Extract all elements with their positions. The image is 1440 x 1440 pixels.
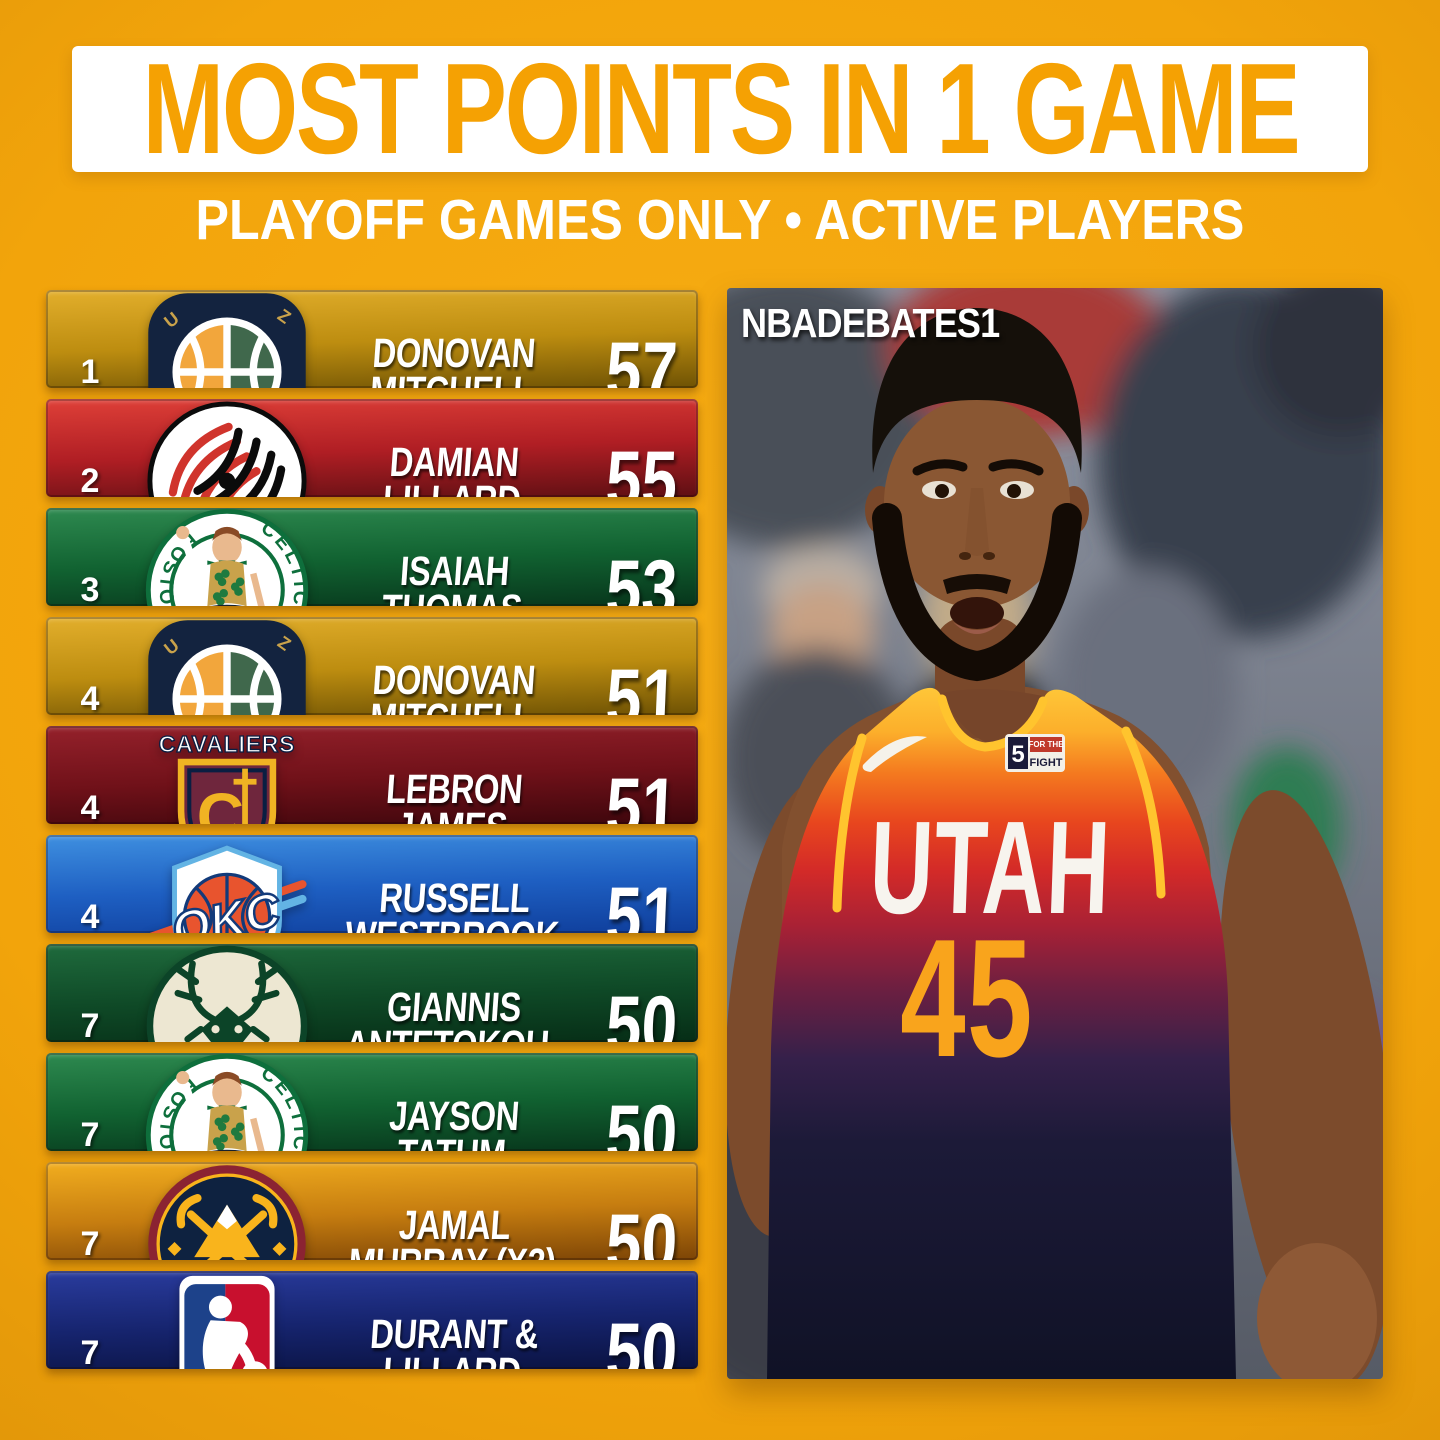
player-figure: 5 FOR THE FIGHT UTAH 45: [727, 308, 1383, 1379]
points-value: 50: [604, 1307, 680, 1369]
ranking-row: 7 JAMALMURRAY (X2) 50: [46, 1162, 698, 1260]
points-value: 50: [604, 980, 680, 1042]
rank-number: 7: [80, 1224, 100, 1261]
nike-swoosh-icon: [862, 736, 927, 772]
ranking-row: 4 CAVALIERS C LEBRONJAMES 51: [46, 726, 698, 824]
player-name: RUSSELLWESTBROOK: [343, 874, 559, 933]
ranking-row: 7 DURANT &LILLARD 50: [46, 1271, 698, 1369]
svg-text:C: C: [197, 780, 244, 824]
ranking-list: 1 UZBALL DONOVANMITCHELL 57 2 DAMIANLILL…: [46, 290, 698, 1380]
rank-number: 7: [80, 1115, 100, 1152]
rank-number: 7: [80, 1006, 100, 1043]
patch-number: 5: [1011, 741, 1024, 768]
svg-text:CAVALIERS: CAVALIERS: [159, 731, 296, 757]
page-title: MOST POINTS IN 1 GAME: [142, 36, 1300, 181]
points-value: 53: [604, 544, 680, 606]
utah-jazz-logo-icon: UZBALL: [145, 617, 309, 715]
watermark-text: NBADEBATES1: [741, 300, 1000, 346]
player-hand: [1257, 1243, 1377, 1379]
rank-number: 4: [80, 679, 100, 716]
rank-number: 7: [80, 1333, 100, 1370]
ranking-row: 7 BOSTONCELTICS JAYSONTATUM 50: [46, 1053, 698, 1151]
player-beard: [872, 503, 1082, 682]
boston-celtics-logo-icon: BOSTONCELTICS: [145, 1053, 309, 1151]
rank-number: 2: [80, 461, 100, 498]
player-hair: [872, 308, 1082, 473]
ranking-row: 7 GIANNISANTETOKOU. 50: [46, 944, 698, 1042]
denver-nuggets-logo-icon: [145, 1162, 309, 1260]
player-name: DONOVANMITCHELL: [369, 329, 538, 388]
page-subtitle: PLAYOFF GAMES ONLY • ACTIVE PLAYERS: [0, 192, 1440, 249]
player-photo: 5 FOR THE FIGHT UTAH 45: [727, 288, 1383, 1379]
jersey-team-text: UTAH: [868, 794, 1114, 941]
points-value: 50: [604, 1089, 680, 1151]
points-value: 51: [604, 871, 680, 933]
ranking-row: 4 OKC RUSSELLWESTBROOK 51: [46, 835, 698, 933]
player-chest: [942, 689, 1043, 743]
oklahoma-city-thunder-logo-icon: OKC: [145, 835, 309, 933]
jersey-trim: [832, 694, 1166, 913]
milwaukee-bucks-logo-icon: [145, 944, 309, 1042]
nba-logo-icon: [145, 1271, 309, 1369]
patch-line2: FIGHT: [1030, 757, 1063, 769]
player-head: [865, 308, 1089, 682]
rank-number: 1: [80, 352, 100, 389]
points-value: 50: [604, 1198, 680, 1260]
player-right-arm: [1219, 790, 1383, 1379]
cleveland-cavaliers-logo-icon: CAVALIERS C: [145, 726, 309, 824]
player-name: JAMALMURRAY (X2): [347, 1201, 557, 1260]
ranking-row: 1 UZBALL DONOVANMITCHELL 57: [46, 290, 698, 388]
points-value: 51: [604, 762, 680, 824]
player-name: DONOVANMITCHELL: [369, 656, 538, 715]
boston-celtics-logo-icon: BOSTONCELTICS: [145, 508, 309, 606]
portland-trail-blazers-logo-icon: [145, 399, 309, 497]
ranking-row: 2 DAMIANLILLARD 55: [46, 399, 698, 497]
utah-jazz-logo-icon: UZBALL: [145, 290, 309, 388]
points-value: 51: [604, 653, 680, 715]
sponsor-patch: 5 FOR THE FIGHT: [1005, 734, 1065, 772]
player-photo-scene: 5 FOR THE FIGHT UTAH 45: [727, 288, 1383, 1379]
points-value: 57: [604, 326, 680, 388]
player-name: JAYSONTATUM: [387, 1092, 521, 1151]
ranking-row: 4 UZBALL DONOVANMITCHELL 51: [46, 617, 698, 715]
rank-number: 3: [80, 570, 100, 607]
patch-line1: FOR THE: [1028, 740, 1064, 749]
jersey: [767, 687, 1236, 1379]
title-banner: MOST POINTS IN 1 GAME: [72, 36, 1368, 181]
player-name: DURANT &LILLARD: [368, 1310, 540, 1369]
rank-number: 4: [80, 897, 100, 934]
points-value: 55: [604, 435, 680, 497]
player-name: LEBRONJAMES: [384, 765, 524, 824]
page-subtitle-text: PLAYOFF GAMES ONLY • ACTIVE PLAYERS: [195, 188, 1245, 252]
player-name: DAMIANLILLARD: [381, 438, 522, 497]
player-name: ISAIAHTHOMAS: [380, 547, 523, 606]
ranking-row: 3 BOSTONCELTICS ISAIAHTHOMAS 53: [46, 508, 698, 606]
player-name: GIANNISANTETOKOU.: [344, 983, 559, 1042]
rank-number: 4: [80, 788, 100, 825]
jersey-number-text: 45: [900, 904, 1034, 1092]
